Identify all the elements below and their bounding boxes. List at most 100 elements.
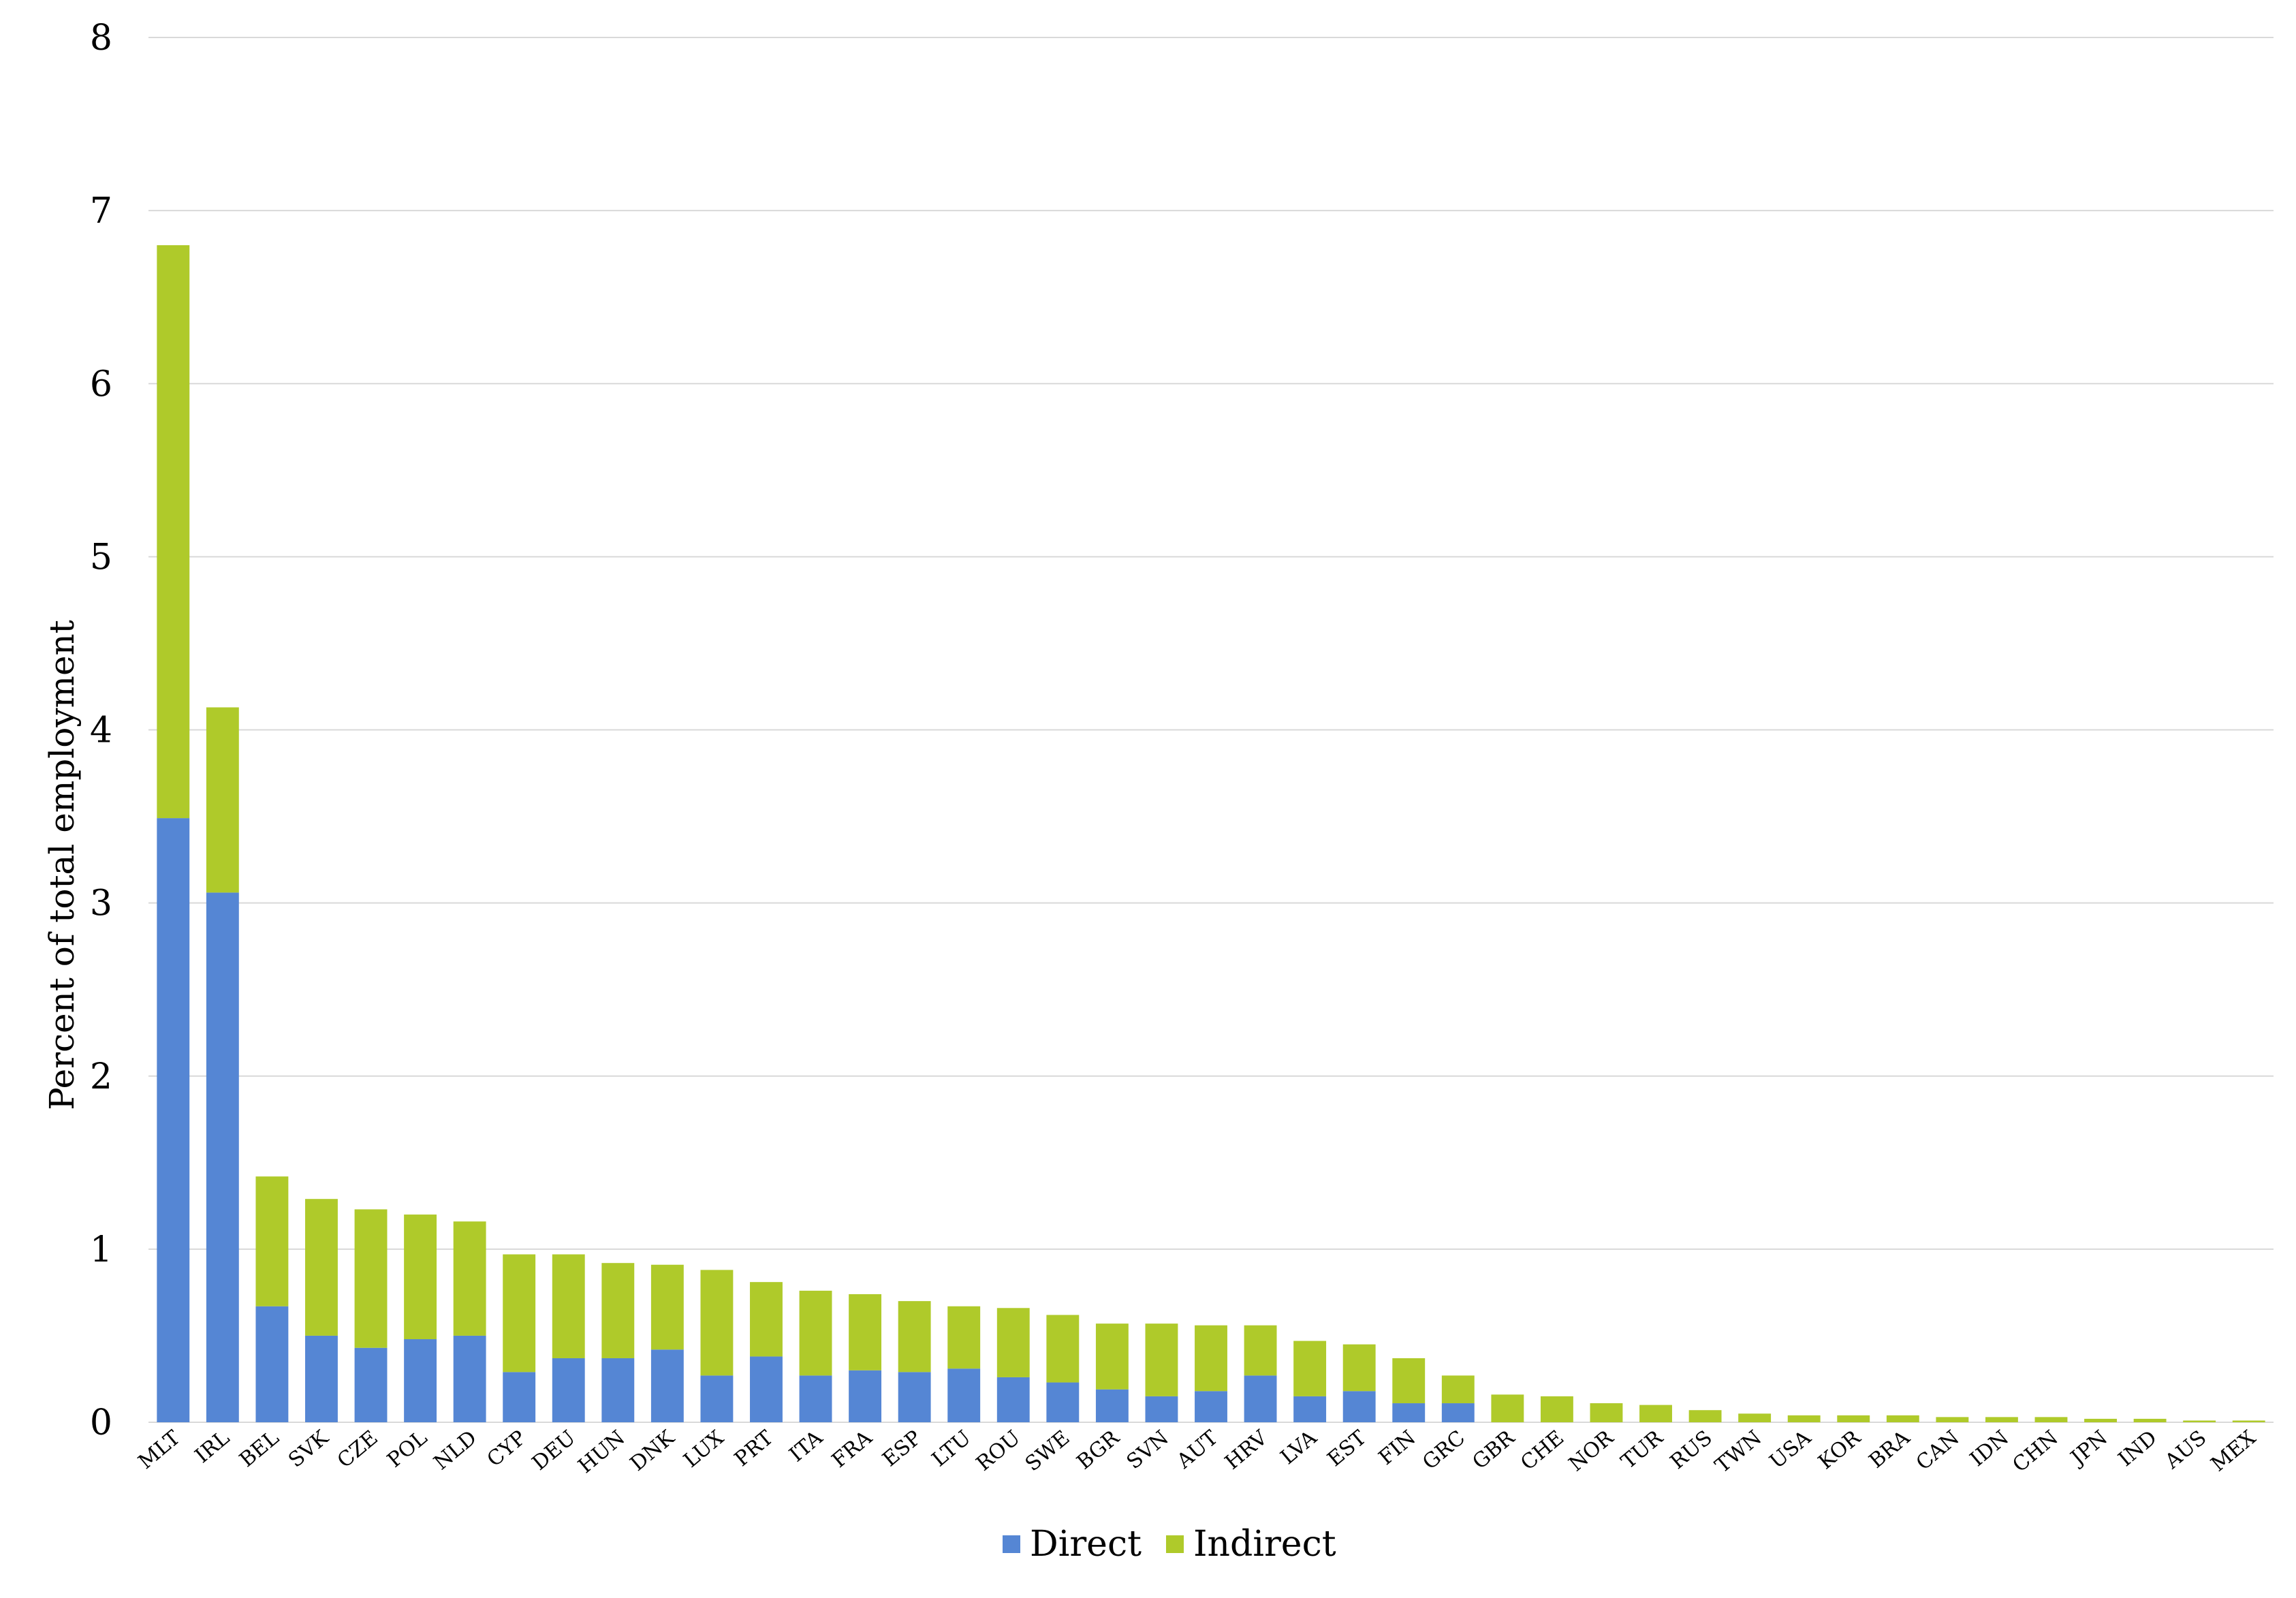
x-tick-label: AUS bbox=[2160, 1426, 2211, 1474]
legend-label-direct: Direct bbox=[1030, 1524, 1142, 1565]
x-tick-label: HRV bbox=[1221, 1425, 1273, 1474]
x-tick-label: IRL bbox=[191, 1426, 234, 1468]
bar-indirect-ltu bbox=[947, 1306, 981, 1369]
bar-indirect-lux bbox=[700, 1270, 734, 1376]
x-tick-label: DEU bbox=[528, 1426, 580, 1475]
y-tick-label: 3 bbox=[90, 883, 112, 924]
y-axis-ticks: 0 1 2 3 4 5 6 7 8 bbox=[90, 18, 112, 1443]
bars bbox=[157, 245, 2265, 1422]
bar-indirect-svk bbox=[305, 1199, 338, 1336]
bar-indirect-nld bbox=[453, 1221, 486, 1336]
y-tick-label: 1 bbox=[90, 1229, 112, 1270]
x-tick-label: GRC bbox=[1418, 1426, 1470, 1474]
bar-indirect-idn bbox=[1985, 1417, 2018, 1422]
x-tick-label: CHE bbox=[1516, 1426, 1569, 1475]
bar-direct-dnk bbox=[650, 1349, 684, 1422]
bar-indirect-cyp bbox=[503, 1254, 536, 1373]
y-tick-label: 8 bbox=[90, 18, 112, 59]
x-tick-label: NLD bbox=[429, 1426, 481, 1475]
bar-indirect-ind bbox=[2133, 1418, 2167, 1422]
bar-indirect-grc bbox=[1441, 1375, 1475, 1404]
bar-indirect-nor bbox=[1590, 1403, 1623, 1422]
bar-direct-hrv bbox=[1244, 1375, 1277, 1422]
bar-direct-esp bbox=[898, 1372, 931, 1422]
bar-indirect-swe bbox=[1046, 1315, 1080, 1383]
x-tick-label: SVK bbox=[284, 1426, 333, 1473]
bar-indirect-bra bbox=[1886, 1415, 1919, 1422]
x-tick-label: EST bbox=[1323, 1426, 1370, 1471]
bar-direct-bgr bbox=[1095, 1389, 1129, 1422]
y-tick-label: 0 bbox=[90, 1403, 112, 1443]
bar-direct-svk bbox=[305, 1335, 338, 1422]
bar-indirect-bel bbox=[255, 1176, 289, 1306]
x-tick-label: JPN bbox=[2065, 1426, 2113, 1471]
bar-indirect-prt bbox=[750, 1282, 783, 1357]
bar-indirect-che bbox=[1540, 1396, 1573, 1422]
bar-indirect-gbr bbox=[1491, 1394, 1524, 1422]
bar-direct-mlt bbox=[157, 818, 190, 1422]
x-tick-label: LUX bbox=[679, 1426, 729, 1473]
bar-direct-fra bbox=[849, 1370, 882, 1422]
bar-indirect-tur bbox=[1639, 1405, 1672, 1422]
bar-direct-ita bbox=[799, 1375, 832, 1422]
x-tick-label: ESP bbox=[878, 1426, 926, 1471]
x-tick-label: DNK bbox=[626, 1426, 680, 1476]
x-tick-label: MLT bbox=[134, 1426, 185, 1474]
x-tick-label: IDN bbox=[1966, 1426, 2013, 1471]
y-axis-label: Percent of total employment bbox=[42, 620, 82, 1110]
x-tick-label: CZE bbox=[333, 1426, 383, 1473]
x-tick-label: FRA bbox=[828, 1426, 877, 1473]
bar-indirect-usa bbox=[1787, 1415, 1821, 1422]
x-tick-label: AUT bbox=[1172, 1426, 1223, 1474]
x-tick-label: IND bbox=[2114, 1426, 2162, 1471]
legend-swatch-indirect bbox=[1166, 1535, 1184, 1553]
y-tick-label: 5 bbox=[90, 537, 112, 578]
bar-direct-svn bbox=[1145, 1396, 1178, 1422]
x-tick-label: MEX bbox=[2207, 1426, 2261, 1477]
bar-indirect-hrv bbox=[1244, 1325, 1277, 1376]
x-tick-label: CAN bbox=[1912, 1426, 1964, 1475]
bar-direct-irl bbox=[206, 892, 239, 1422]
x-tick-label: ITA bbox=[785, 1426, 828, 1467]
x-tick-label: NOR bbox=[1564, 1425, 1619, 1476]
y-tick-label: 6 bbox=[90, 364, 112, 405]
bar-direct-ltu bbox=[947, 1368, 981, 1422]
bar-indirect-deu bbox=[552, 1254, 585, 1358]
bar-indirect-rus bbox=[1688, 1410, 1722, 1422]
bar-indirect-hun bbox=[601, 1263, 635, 1358]
x-tick-label: PRT bbox=[730, 1426, 778, 1471]
y-tick-label: 7 bbox=[90, 191, 112, 232]
bar-indirect-aut bbox=[1195, 1325, 1227, 1392]
bar-direct-deu bbox=[552, 1358, 585, 1422]
x-tick-label: LVA bbox=[1276, 1426, 1322, 1469]
x-tick-label: BRA bbox=[1865, 1426, 1915, 1473]
bar-indirect-dnk bbox=[650, 1264, 684, 1350]
x-tick-label: TWN bbox=[1711, 1426, 1767, 1477]
bar-direct-rou bbox=[996, 1377, 1030, 1422]
bar-indirect-rou bbox=[996, 1308, 1030, 1377]
legend-swatch-direct bbox=[1003, 1535, 1020, 1553]
bar-direct-aut bbox=[1195, 1391, 1227, 1422]
bar-direct-cze bbox=[354, 1347, 388, 1422]
bar-indirect-kor bbox=[1837, 1415, 1870, 1422]
bar-indirect-fin bbox=[1392, 1358, 1426, 1404]
x-tick-label: FIN bbox=[1374, 1426, 1421, 1470]
bar-indirect-twn bbox=[1738, 1413, 1772, 1422]
bar-direct-fin bbox=[1392, 1403, 1426, 1422]
bar-direct-lux bbox=[700, 1375, 734, 1422]
bar-indirect-lva bbox=[1293, 1341, 1327, 1396]
bar-indirect-ita bbox=[799, 1290, 832, 1376]
x-tick-label: BGR bbox=[1073, 1425, 1125, 1474]
x-tick-label: RUS bbox=[1666, 1426, 1717, 1474]
bar-direct-est bbox=[1342, 1391, 1376, 1422]
bar-indirect-jpn bbox=[2084, 1418, 2117, 1422]
x-tick-label: CHN bbox=[2008, 1426, 2062, 1477]
bar-direct-bel bbox=[255, 1306, 289, 1422]
x-tick-label: TUR bbox=[1617, 1425, 1669, 1473]
bar-indirect-est bbox=[1342, 1344, 1376, 1392]
bar-indirect-esp bbox=[898, 1301, 931, 1373]
bar-direct-lva bbox=[1293, 1396, 1327, 1422]
x-tick-label: HUN bbox=[573, 1426, 629, 1478]
bar-direct-swe bbox=[1046, 1382, 1080, 1422]
